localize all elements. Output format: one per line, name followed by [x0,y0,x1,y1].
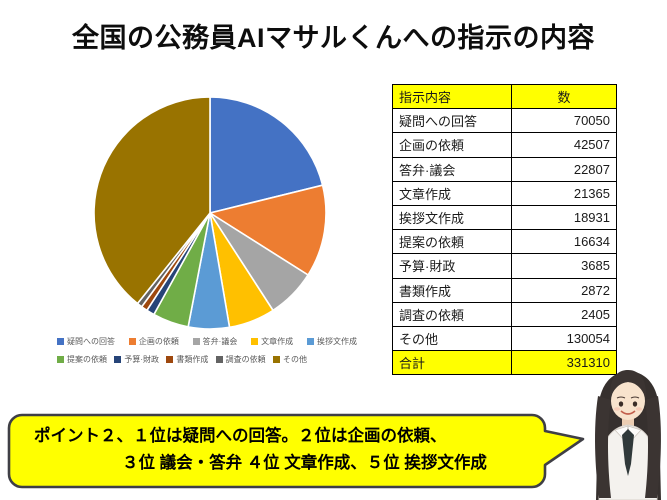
callout-line-1: ポイント２、１位は疑問への回答。２位は企画の依頼、 [34,427,447,445]
legend-row-2: 提案の依頼 予算·財政 書類作成 調査の依頼 その他 [57,354,307,365]
legend-item: 予算·財政 [114,354,159,365]
legend-swatch [306,338,314,345]
legend-swatch [57,338,64,345]
table-header-label: 指示内容 [392,83,512,110]
row-value: 2872 [511,277,617,303]
legend-item: 挨拶文作成 [306,336,357,347]
legend-item: その他 [272,354,307,365]
legend-row-1: 疑問への回答 企画の依頼 答弁·議会 文章作成 挨拶文作成 [57,336,357,347]
row-label: 予算·財政 [392,253,512,279]
row-label: 疑問への回答 [392,108,512,134]
legend-label: 調査の依頼 [225,355,266,364]
legend-item: 提案の依頼 [57,354,107,365]
mascot-eye-right [632,401,638,407]
row-value: 22807 [511,156,617,182]
row-label: 挨拶文作成 [392,204,512,231]
row-label: 答弁·議会 [392,156,512,182]
table-row: 書類作成 2872 [392,277,617,303]
mascot-tie [622,429,634,476]
chart-legend: 疑問への回答 企画の依頼 答弁·議会 文章作成 挨拶文作成 提案の依頼 予算·財… [57,336,357,365]
mascot-brow-right [630,396,640,399]
mascot-hair-left [595,396,611,498]
row-label: その他 [392,325,512,352]
mascot-blush-right [636,407,642,411]
row-value: 2405 [511,301,617,327]
pie-slice-0 [209,96,324,215]
pie-slice-9 [93,96,211,305]
speech-bubble [7,413,585,489]
legend-label: その他 [282,355,307,364]
row-value: 16634 [511,229,617,255]
table-row: その他 130054 [392,325,617,352]
legend-item: 書類作成 [166,354,208,365]
table-header-row: 指示内容 数 [392,83,617,110]
table-row: 提案の依頼 16634 [392,229,617,255]
legend-swatch [192,338,200,345]
mascot-image [595,370,661,500]
pie-chart [93,96,327,330]
row-label: 文章作成 [392,180,512,206]
legend-swatch [272,356,280,363]
legend-item: 調査の依頼 [215,354,266,365]
legend-item: 企画の依頼 [128,336,179,347]
row-value: 3685 [511,253,617,279]
row-value: 42507 [511,132,617,158]
callout-text: ポイント２、１位は疑問への回答。２位は企画の依頼、 ３位 議会・答弁 ４位 文章… [34,423,534,477]
legend-swatch [251,338,259,345]
mascot-blush-left [614,407,620,411]
legend-swatch [128,338,136,345]
total-label: 合計 [392,350,512,376]
legend-label: 文章作成 [261,337,294,346]
mascot-face [611,382,645,420]
row-value: 21365 [511,180,617,206]
data-table: 指示内容 数 疑問への回答 70050 企画の依頼 42507 答弁·議会 22807… [392,83,617,376]
legend-label: 挨拶文作成 [316,337,357,346]
row-value: 130054 [511,325,617,352]
legend-swatch [114,356,122,363]
table-row: 疑問への回答 70050 [392,108,617,134]
mascot-brow-left [616,396,626,399]
legend-item: 文章作成 [251,336,293,347]
mascot-hair-right [645,396,661,498]
table-total-row: 合計 331310 [392,350,617,376]
legend-swatch [57,356,64,363]
pie-slice-1 [207,184,327,277]
legend-item: 答弁·議会 [192,336,238,347]
mascot-smile [620,410,636,415]
row-label: 調査の依頼 [392,301,512,327]
row-label: 提案の依頼 [392,229,512,255]
legend-item: 疑問への回答 [57,336,115,347]
mascot-eye-left [618,401,624,407]
table-row: 予算·財政 3685 [392,253,617,279]
speech-bubble-shape [7,413,585,489]
table-row: 答弁·議会 22807 [392,156,617,182]
mascot-bangs [609,370,647,398]
legend-label: 企画の依頼 [138,337,179,346]
legend-swatch [215,356,223,363]
legend-swatch [166,356,174,363]
row-label: 書類作成 [392,277,512,303]
callout-line-2: ３位 議会・答弁 ４位 文章作成、５位 挨拶文作成 [122,454,487,472]
row-value: 70050 [511,108,617,134]
table-row: 企画の依頼 42507 [392,132,617,158]
legend-label: 提案の依頼 [67,355,107,364]
table-row: 文章作成 21365 [392,180,617,206]
legend-label: 予算·財政 [124,355,159,364]
table-header-count: 数 [511,83,617,110]
row-label: 企画の依頼 [392,132,512,158]
page-title: 全国の公務員AIマサルくんへの指示の内容 [72,23,595,53]
table-row: 調査の依頼 2405 [392,301,617,327]
legend-label: 疑問への回答 [67,337,115,346]
row-value: 18931 [511,204,617,231]
table-row: 挨拶文作成 18931 [392,204,617,231]
total-value: 331310 [511,350,617,376]
legend-label: 書類作成 [176,355,209,364]
legend-label: 答弁·議会 [202,337,238,346]
